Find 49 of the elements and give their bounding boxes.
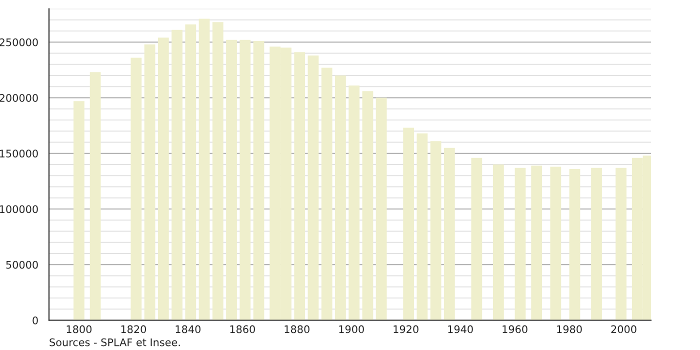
x-tick-label: 1800 <box>66 325 92 334</box>
bar <box>90 72 101 320</box>
bar <box>591 168 602 320</box>
x-tick-label: 1880 <box>284 325 310 334</box>
bar <box>493 164 504 320</box>
bar <box>172 30 182 320</box>
bar <box>348 86 360 320</box>
y-tick-label: 100000 <box>0 205 38 214</box>
y-tick-label: 150000 <box>0 150 38 158</box>
x-tick-label: 1820 <box>121 325 146 334</box>
x-tick-label: 1860 <box>230 325 255 334</box>
x-tick-label: 1900 <box>339 325 364 334</box>
bar <box>321 68 332 320</box>
bar <box>416 133 428 320</box>
y-tick-label: 0 <box>32 316 38 324</box>
bar <box>430 141 442 320</box>
y-tick-label: 250000 <box>0 38 38 46</box>
bar <box>569 168 580 320</box>
bar <box>198 18 210 320</box>
x-tick-label: 2000 <box>611 325 636 334</box>
bar <box>144 44 156 320</box>
x-tick-label: 1840 <box>176 325 200 334</box>
bar <box>376 98 387 320</box>
bar <box>226 40 237 320</box>
bar <box>158 38 169 320</box>
bar <box>616 168 626 320</box>
bar <box>362 91 374 320</box>
x-tick-label: 1980 <box>557 325 582 334</box>
source-note: Sources - SPLAF et Insee. <box>50 338 180 346</box>
bar <box>308 55 319 320</box>
bar <box>514 168 526 320</box>
bar <box>531 166 542 320</box>
bar <box>471 158 482 320</box>
bar <box>253 41 264 320</box>
bar <box>294 52 306 320</box>
bar <box>335 76 346 320</box>
y-tick-label: 50000 <box>6 260 38 269</box>
bar <box>212 22 224 320</box>
x-tick-label: 1920 <box>394 325 418 334</box>
x-tick-label: 1960 <box>502 325 528 334</box>
bar <box>240 40 251 320</box>
bar <box>550 166 562 320</box>
y-tick-label: 200000 <box>0 94 38 102</box>
bar <box>185 24 196 320</box>
bar <box>444 148 455 320</box>
x-tick-label: 1940 <box>448 325 473 334</box>
bar <box>130 58 142 320</box>
bar <box>74 101 84 320</box>
bar <box>403 128 414 320</box>
